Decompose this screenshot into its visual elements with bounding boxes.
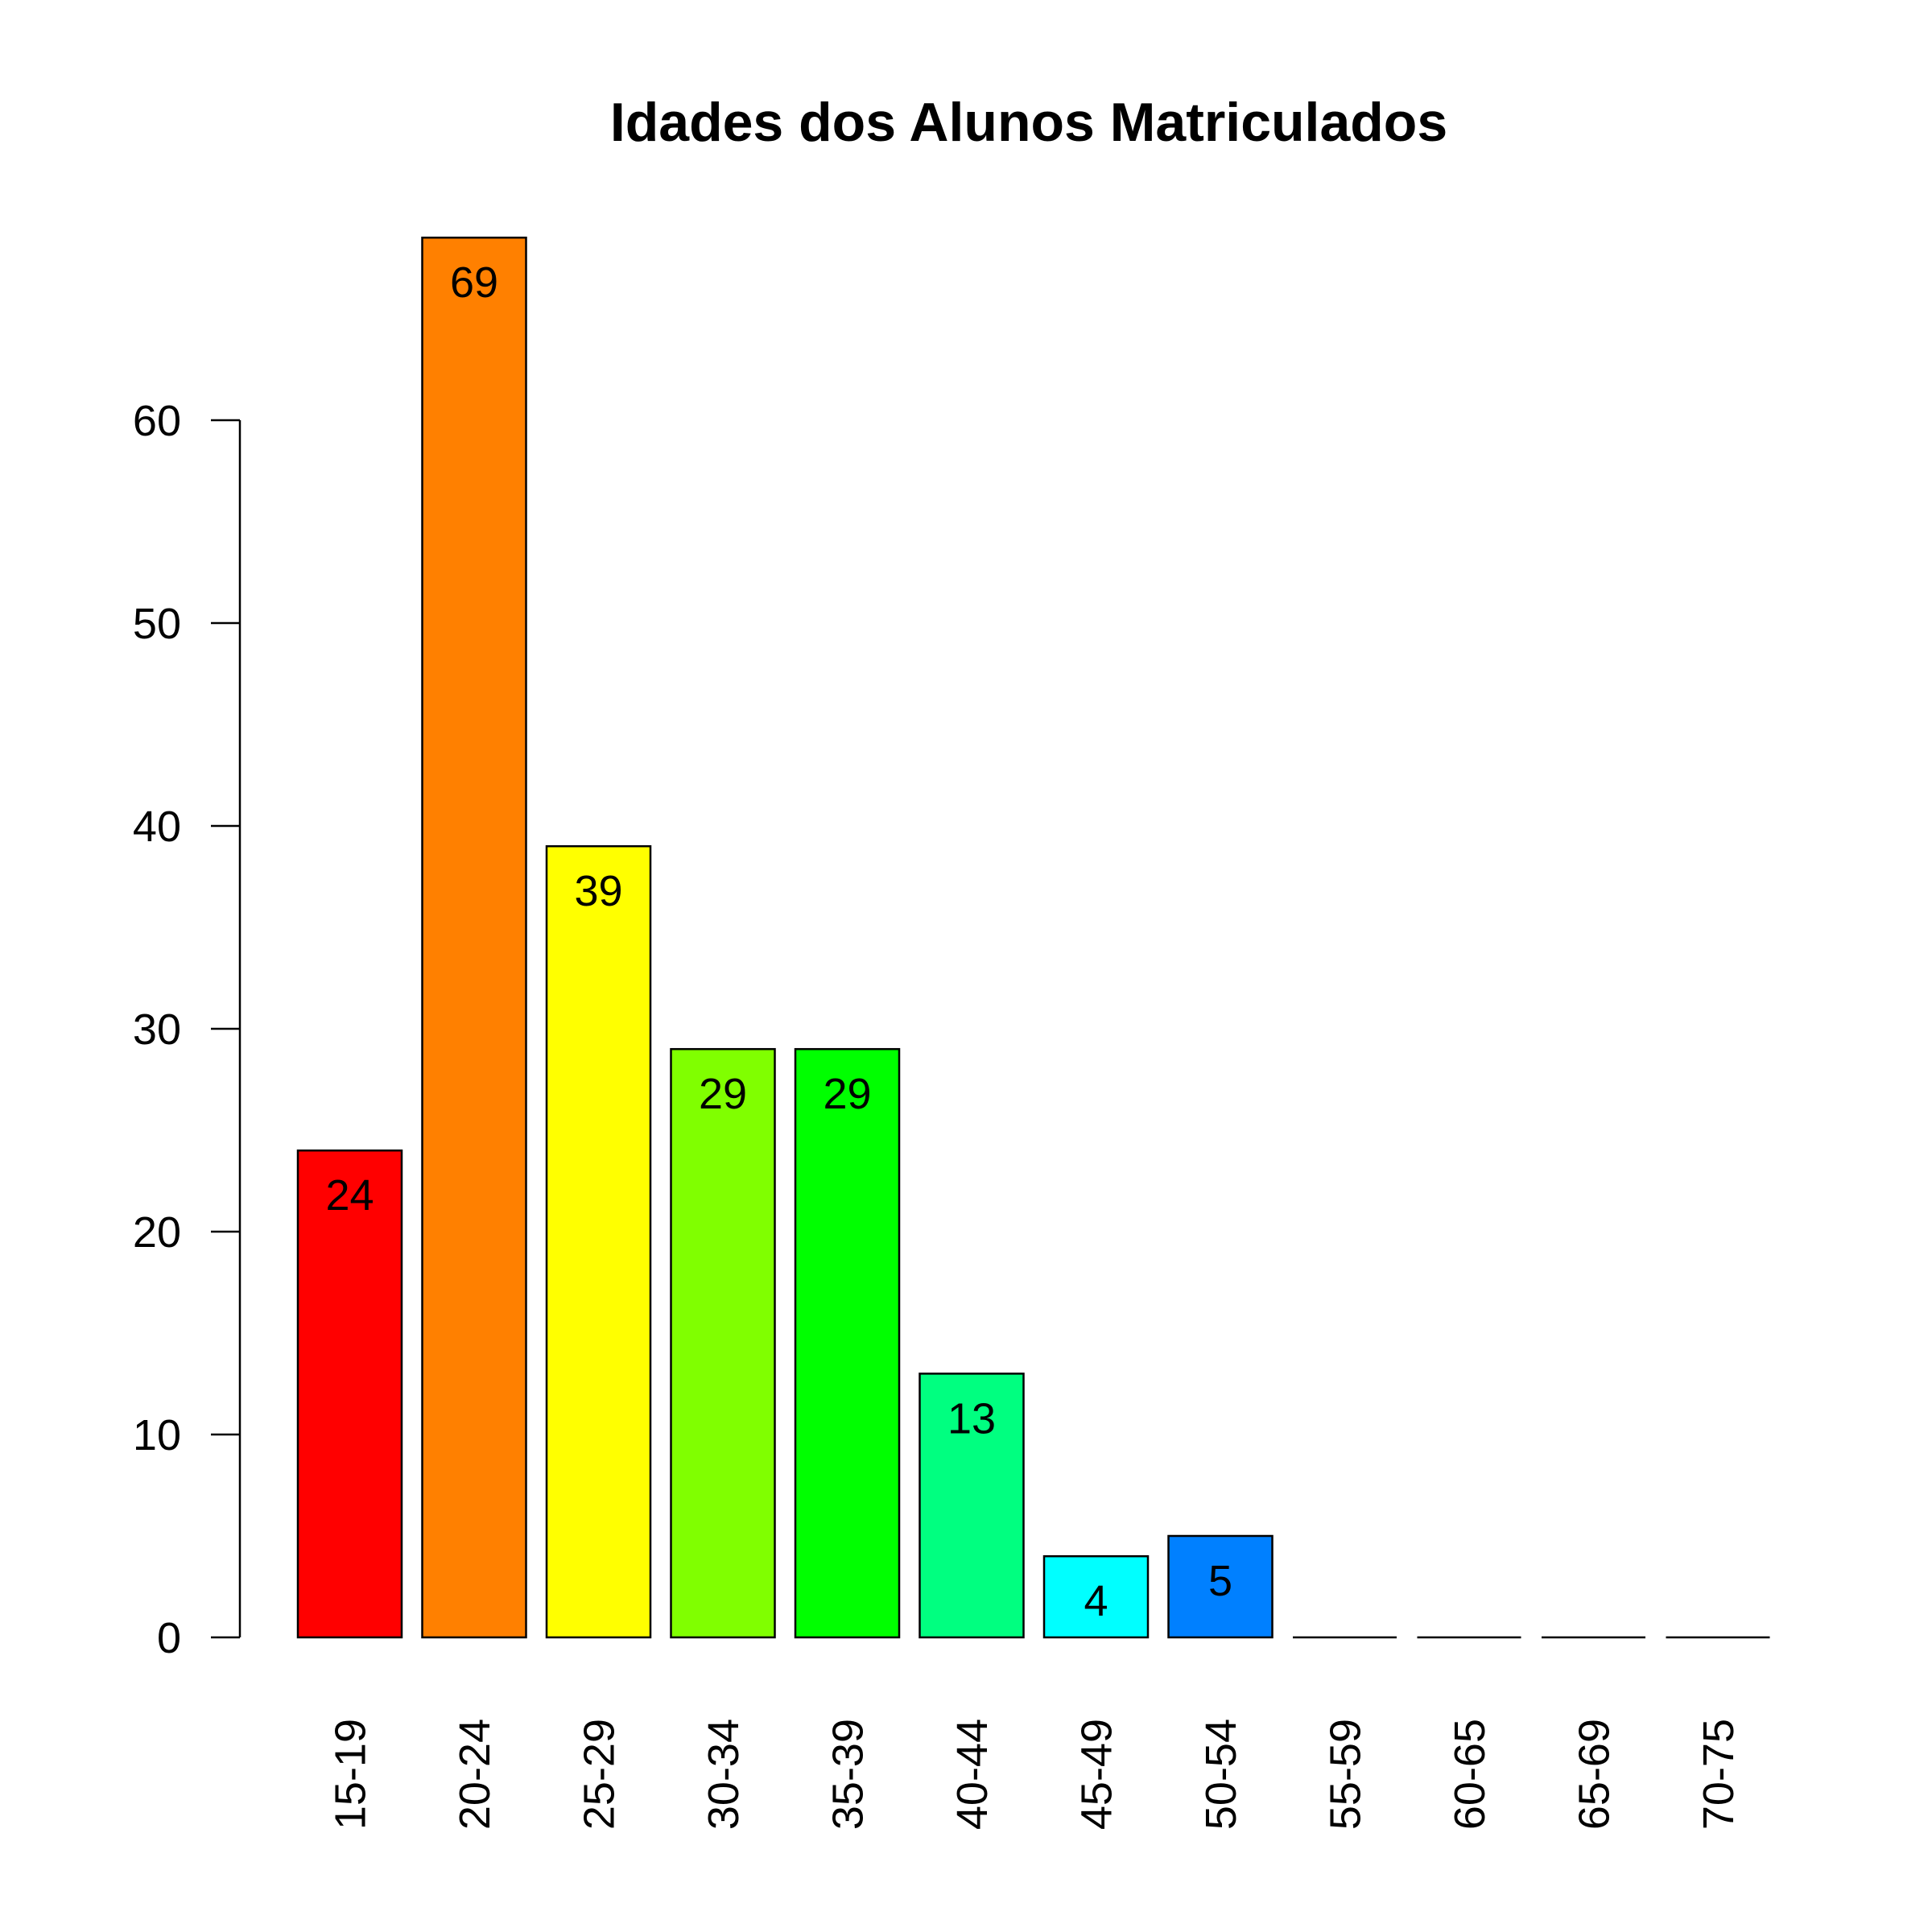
bar-25-29 bbox=[545, 844, 652, 1639]
x-tick-label: 55-59 bbox=[1322, 1719, 1370, 1830]
x-tick-label: 30-34 bbox=[700, 1719, 748, 1830]
x-tick-label: 45-49 bbox=[1073, 1719, 1121, 1830]
y-tick-label: 60 bbox=[133, 397, 181, 445]
data-label: 29 bbox=[823, 1070, 871, 1118]
y-tick-label: 40 bbox=[133, 803, 181, 851]
data-label: 4 bbox=[1084, 1577, 1108, 1625]
y-axis: 0 10 20 30 40 50 60 bbox=[133, 397, 242, 1662]
bar-15-19 bbox=[296, 1149, 403, 1639]
data-label: 13 bbox=[947, 1394, 996, 1443]
data-label: 29 bbox=[699, 1070, 747, 1118]
data-label: 24 bbox=[325, 1171, 374, 1220]
x-tick-label: 15-19 bbox=[327, 1719, 375, 1830]
y-tick-label: 0 bbox=[157, 1614, 181, 1662]
chart-title: Idades dos Alunos Matriculados bbox=[610, 92, 1447, 153]
data-label: 69 bbox=[450, 258, 498, 307]
x-tick-label: 65-69 bbox=[1571, 1719, 1619, 1830]
y-tick-label: 30 bbox=[133, 1005, 181, 1054]
x-tick-label: 25-29 bbox=[576, 1719, 624, 1830]
x-tick-label: 70-75 bbox=[1695, 1719, 1743, 1830]
y-tick-label: 50 bbox=[133, 600, 181, 648]
bar-20-24 bbox=[421, 236, 527, 1639]
y-tick-label: 20 bbox=[133, 1208, 181, 1257]
bars bbox=[296, 236, 1770, 1639]
data-labels: 24 69 39 29 29 13 4 5 bbox=[325, 258, 1232, 1625]
y-tick-label: 10 bbox=[133, 1411, 181, 1459]
bar-30-34 bbox=[670, 1047, 776, 1639]
x-tick-label: 20-24 bbox=[451, 1719, 499, 1830]
bar-40-44 bbox=[919, 1373, 1025, 1639]
bar-35-39 bbox=[794, 1047, 901, 1639]
data-label: 39 bbox=[574, 867, 622, 915]
x-tick-label: 50-54 bbox=[1197, 1719, 1245, 1830]
bar-45-49 bbox=[1042, 1554, 1150, 1639]
x-tick-label: 40-44 bbox=[948, 1719, 997, 1830]
bar-50-54 bbox=[1167, 1534, 1274, 1639]
x-tick-label: 35-39 bbox=[824, 1719, 873, 1830]
x-tick-label: 60-65 bbox=[1446, 1719, 1494, 1830]
x-tick-labels: 15-19 20-24 25-29 30-34 35-39 40-44 45-49 50-54… bbox=[327, 1719, 1744, 1830]
data-label: 5 bbox=[1208, 1557, 1232, 1605]
